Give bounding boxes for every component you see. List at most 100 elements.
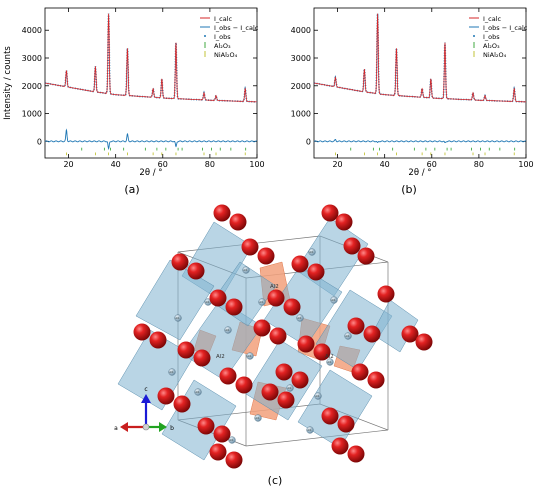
x-tick-label: 20: [63, 160, 73, 169]
y-axis-label: Intensity / counts: [3, 46, 13, 120]
x-axis-label: 2θ / °: [139, 168, 162, 178]
oxygen-atom: [171, 253, 189, 271]
oxygen-atom: [337, 415, 355, 433]
atom-label: Al1: [243, 268, 247, 272]
atom-label: Al1: [259, 300, 263, 304]
oxygen-atom: [283, 298, 301, 316]
atom-label: Al1: [309, 250, 313, 254]
y-tick-label: 2000: [22, 82, 42, 91]
aluminium-atom: [254, 414, 262, 422]
x-ticks: 20 40 60 80 100: [63, 8, 265, 169]
atom-label: Al1: [229, 438, 233, 442]
atom-label: Al1: [345, 334, 349, 338]
oxygen-atoms: [133, 204, 433, 469]
oxygen-atom: [275, 363, 293, 381]
x-tick-label: 100: [518, 160, 533, 169]
axis-triad: c a b: [114, 386, 174, 432]
oxygen-atom: [173, 395, 191, 413]
aluminium-atom: [174, 314, 182, 322]
legend-label-diff: I_obs − I_calc: [483, 24, 528, 32]
panel-label-c: (c): [268, 474, 283, 487]
aluminium-atom: [246, 352, 254, 360]
oxygen-atom: [335, 213, 353, 231]
aluminium-atom: [228, 436, 236, 444]
atom-label: Al1: [331, 298, 335, 302]
y-tick-label: 0: [306, 137, 311, 146]
oxygen-atom: [225, 451, 243, 469]
aluminium-atom: [286, 384, 294, 392]
difference-curve: [313, 138, 527, 144]
legend-label-al2o3: Al₂O₃: [483, 42, 500, 50]
reflection-ticks: [66, 147, 247, 156]
aluminium-atom: [168, 368, 176, 376]
oxygen-atom: [269, 327, 287, 345]
y-tick-label: 3000: [291, 54, 311, 63]
oxygen-atom: [343, 237, 361, 255]
y-tick-label: 0: [37, 137, 42, 146]
x-tick-label: 60: [427, 160, 437, 169]
oxygen-atom: [401, 325, 419, 343]
legend-swatch-obs: [473, 35, 475, 37]
oxygen-atom: [307, 263, 325, 281]
site-label: Al2: [325, 354, 334, 360]
oxygen-atom: [261, 383, 279, 401]
y-tick-label: 4000: [291, 26, 311, 35]
oxygen-atom: [357, 247, 375, 265]
axis-a-label: a: [114, 425, 118, 432]
panel-label-b: (b): [401, 183, 417, 196]
legend-label-obs: I_obs: [214, 33, 231, 41]
x-tick-label: 100: [249, 160, 264, 169]
oxygen-atom: [253, 319, 271, 337]
oxygen-atom: [133, 323, 151, 341]
oxygen-atom: [367, 371, 385, 389]
oxygen-atom: [229, 213, 247, 231]
oxygen-atom: [267, 289, 285, 307]
aluminium-atom: [242, 266, 250, 274]
oxygen-atom: [149, 331, 167, 349]
y-tick-label: 2000: [291, 82, 311, 91]
oxygen-atom: [235, 376, 253, 394]
y-ticks: 0 1000 2000 3000 4000: [291, 26, 526, 146]
oxygen-atom: [213, 425, 231, 443]
aluminium-atom: [224, 326, 232, 334]
difference-curve: [44, 128, 258, 151]
axis-b-label: b: [170, 425, 174, 432]
site-label: Al2: [270, 284, 279, 290]
oxygen-atom: [415, 333, 433, 351]
legend-swatch-obs: [204, 35, 206, 37]
oxygen-atom: [187, 262, 205, 280]
oxygen-atom: [331, 437, 349, 455]
axis-c-label: c: [144, 386, 147, 393]
x-tick-label: 40: [111, 160, 121, 169]
legend-label-nial2o4: NiAl₂O₄: [483, 51, 507, 59]
aluminium-atom: [326, 358, 334, 366]
atom-label: Al1: [297, 316, 301, 320]
oxygen-atom: [297, 335, 315, 353]
aluminium-atom: [330, 296, 338, 304]
atom-label: Al1: [307, 428, 311, 432]
atom-label: Al1: [195, 390, 199, 394]
panel-label-a: (a): [124, 183, 139, 196]
x-ticks: 20 40 60 80 100: [332, 8, 534, 169]
oxygen-atom: [347, 317, 365, 335]
site-label: Al2: [216, 354, 225, 360]
oxygen-atom: [363, 325, 381, 343]
oxygen-atom: [321, 407, 339, 425]
legend-label-al2o3: Al₂O₃: [214, 42, 231, 50]
oxygen-atom: [197, 417, 215, 435]
oxygen-atom: [193, 349, 211, 367]
aluminium-atom: [194, 388, 202, 396]
y-ticks: 0 1000 2000 3000 4000: [22, 26, 257, 146]
aluminium-atom: [296, 314, 304, 322]
calculated-curve: [45, 13, 257, 103]
oxygen-atom: [209, 289, 227, 307]
oxygen-atom: [177, 341, 195, 359]
aluminium-atom: [258, 298, 266, 306]
x-tick-label: 20: [332, 160, 342, 169]
aluminium-atom: [306, 426, 314, 434]
